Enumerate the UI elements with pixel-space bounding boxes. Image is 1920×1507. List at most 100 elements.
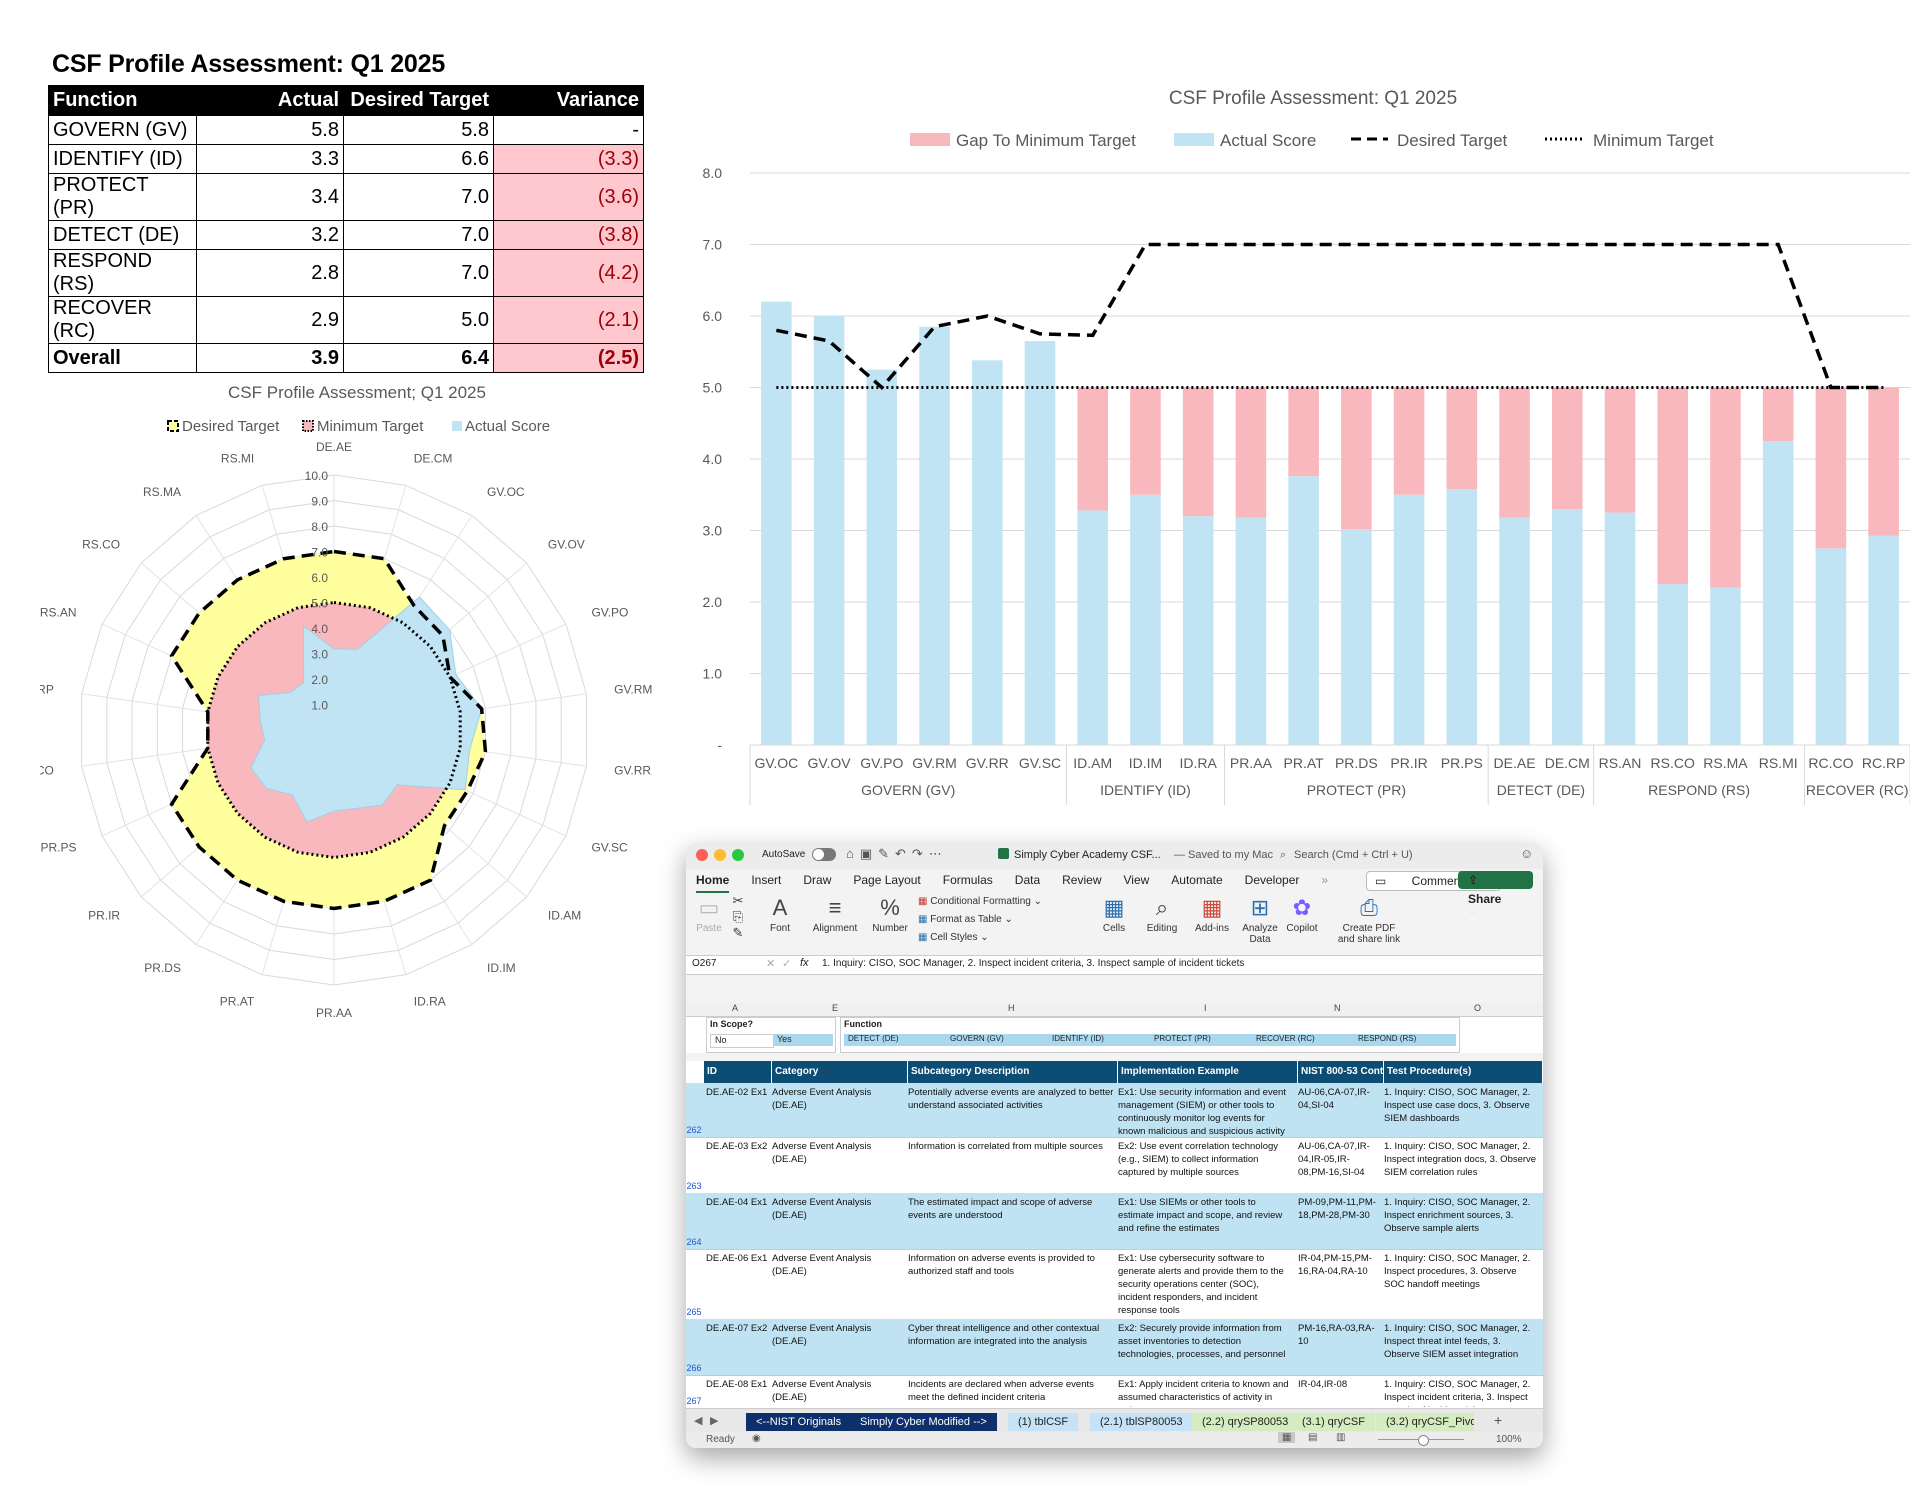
table-cell-desc[interactable]: The estimated impact and scope of advers…	[908, 1197, 1093, 1221]
table-cell-desc[interactable]: Cyber threat intelligence and other cont…	[908, 1323, 1100, 1347]
tab-view[interactable]: View	[1123, 873, 1150, 887]
table-cell-nist[interactable]: AU-06,CA-07,IR-04,IR-05,IR-08,PM-16,SI-0…	[1298, 1141, 1370, 1178]
normal-view-icon[interactable]: ▦	[1278, 1432, 1296, 1443]
table-cell-id[interactable]: DE.AE-04 Ex1	[706, 1197, 768, 1208]
macro-record-icon[interactable]: ◉	[752, 1433, 761, 1444]
table-cell-desc[interactable]: Information is correlated from multiple …	[908, 1141, 1103, 1152]
zoom-window-button[interactable]	[732, 849, 744, 861]
slicer-item-yes[interactable]: Yes	[773, 1034, 833, 1046]
page-break-view-icon[interactable]: ▥	[1336, 1432, 1346, 1443]
col-header-subcategory[interactable]: Subcategory Description	[908, 1061, 1118, 1083]
sheet-tab[interactable]: (3.1) qryCSF	[1292, 1413, 1375, 1431]
column-letter[interactable]: O	[1474, 1003, 1482, 1013]
next-sheet-icon[interactable]: ▶	[710, 1415, 719, 1427]
page-layout-view-icon[interactable]: ▤	[1308, 1432, 1318, 1443]
table-cell-cat[interactable]: Adverse Event Analysis (DE.AE)	[772, 1379, 872, 1403]
table-cell-cat[interactable]: Adverse Event Analysis (DE.AE)	[772, 1323, 872, 1347]
table-cell-test[interactable]: 1. Inquiry: CISO, SOC Manager, 2. Inspec…	[1384, 1087, 1531, 1124]
table-cell-id[interactable]: DE.AE-06 Ex1	[706, 1253, 768, 1264]
table-cell-nist[interactable]: AU-06,CA-07,IR-04,SI-04	[1298, 1087, 1370, 1111]
copilot-button[interactable]: ✿ Copilot	[1282, 893, 1322, 934]
table-cell-nist[interactable]: PM-16,RA-03,RA-10	[1298, 1323, 1375, 1347]
table-cell-desc[interactable]: Incidents are declared when adverse even…	[908, 1379, 1094, 1403]
cell-styles-button[interactable]: ▦ Cell Styles ⌄	[918, 932, 989, 943]
slicer-item[interactable]: DETECT (DE)	[844, 1034, 946, 1046]
table-cell-cat[interactable]: Adverse Event Analysis (DE.AE)	[772, 1197, 872, 1221]
sheet-tab[interactable]: (2.2) qrySP80053	[1192, 1413, 1299, 1431]
table-row[interactable]: 267 DE.AE-08 Ex1 Adverse Event Analysis (D…	[686, 1375, 1543, 1408]
table-cell-desc[interactable]: Information on adverse events is provide…	[908, 1253, 1095, 1277]
table-cell-id[interactable]: DE.AE-03 Ex2	[706, 1141, 768, 1152]
formula-enter-icon[interactable]: ✓	[782, 958, 792, 970]
sheet-tab[interactable]: (2.1) tblSP80053	[1090, 1413, 1193, 1431]
close-window-button[interactable]	[696, 849, 708, 861]
tab-review[interactable]: Review	[1062, 873, 1102, 887]
font-button[interactable]: A Font	[758, 893, 802, 934]
alignment-button[interactable]: ≡ Alignment	[808, 893, 862, 934]
share-button[interactable]: ⇪ Share ⌄	[1458, 871, 1534, 924]
table-cell-cat[interactable]: Adverse Event Analysis (DE.AE)	[772, 1087, 872, 1111]
analyze-data-button[interactable]: ⊞ Analyze Data	[1240, 893, 1280, 945]
table-cell-impl[interactable]: Ex1: Use security information and event …	[1118, 1087, 1286, 1136]
slicer-item[interactable]: RESPOND (RS)	[1354, 1034, 1456, 1046]
sheet-tab[interactable]: (1) tblCSF	[1008, 1413, 1079, 1431]
table-cell-nist[interactable]: PM-09,PM-11,PM-18,PM-28,PM-30	[1298, 1197, 1376, 1221]
table-cell-nist[interactable]: IR-04,PM-15,PM-16,RA-04,RA-10	[1298, 1253, 1372, 1277]
formula-cancel-icon[interactable]: ✕	[766, 958, 776, 970]
tab-draw[interactable]: Draw	[803, 873, 832, 887]
table-cell-impl[interactable]: Ex2: Use event correlation technology (e…	[1118, 1141, 1279, 1178]
table-cell-test[interactable]: 1. Inquiry: CISO, SOC Manager, 2. Inspec…	[1384, 1379, 1531, 1407]
col-header-category[interactable]: Category	[772, 1061, 908, 1083]
column-letter[interactable]: A	[732, 1003, 739, 1013]
column-letter[interactable]: E	[832, 1003, 839, 1013]
row-number[interactable]: 266	[686, 1363, 702, 1373]
row-number[interactable]: 263	[686, 1181, 702, 1191]
row-number[interactable]: 267	[686, 1396, 702, 1406]
save-status[interactable]: — Saved to my Mac	[1174, 849, 1274, 861]
function-icon[interactable]: fx	[800, 957, 809, 969]
table-row[interactable]: 263 DE.AE-03 Ex2 Adverse Event Analysis (D…	[686, 1137, 1543, 1194]
search-box[interactable]: Search (Cmd + Ctrl + U)	[1294, 849, 1413, 861]
tab-automate[interactable]: Automate	[1171, 873, 1223, 887]
cells-button[interactable]: ▦ Cells	[1094, 893, 1134, 934]
table-cell-nist[interactable]: IR-04,IR-08	[1298, 1379, 1348, 1390]
table-cell-id[interactable]: DE.AE-02 Ex1	[706, 1087, 768, 1098]
editing-button[interactable]: ⌕ Editing	[1140, 893, 1184, 934]
account-icon[interactable]: ☺	[1520, 846, 1534, 861]
slicer-item[interactable]: PROTECT (PR)	[1150, 1034, 1252, 1046]
more-tabs-icon[interactable]: »	[1321, 873, 1329, 887]
add-sheet-icon[interactable]: +	[1494, 1412, 1503, 1428]
prev-sheet-icon[interactable]: ◀	[694, 1415, 703, 1427]
table-cell-impl[interactable]: Ex1: Use SIEMs or other tools to estimat…	[1118, 1197, 1283, 1234]
addins-button[interactable]: ▦ Add-ins	[1190, 893, 1234, 934]
table-cell-cat[interactable]: Adverse Event Analysis (DE.AE)	[772, 1141, 872, 1165]
table-cell-id[interactable]: DE.AE-07 Ex2	[706, 1323, 768, 1334]
tab-developer[interactable]: Developer	[1244, 873, 1300, 887]
table-row[interactable]: 264 DE.AE-04 Ex1 Adverse Event Analysis (D…	[686, 1193, 1543, 1250]
create-pdf-button[interactable]: ⎙ Create PDF and share link	[1334, 893, 1404, 945]
table-cell-test[interactable]: 1. Inquiry: CISO, SOC Manager, 2. Inspec…	[1384, 1253, 1531, 1290]
table-cell-test[interactable]: 1. Inquiry: CISO, SOC Manager, 2. Inspec…	[1384, 1323, 1531, 1360]
tab-insert[interactable]: Insert	[751, 873, 782, 887]
table-cell-impl[interactable]: Ex1: Use cybersecurity software to gener…	[1118, 1253, 1284, 1316]
paste-button[interactable]: ▭ Paste	[694, 893, 724, 934]
col-header-test[interactable]: Test Procedure(s)	[1384, 1061, 1543, 1083]
quick-access-icons[interactable]: ⌂▣✎↶↷⋯	[846, 846, 948, 861]
row-number[interactable]: 265	[686, 1307, 702, 1317]
table-cell-cat[interactable]: Adverse Event Analysis (DE.AE)	[772, 1253, 872, 1277]
col-header-implementation[interactable]: Implementation Example	[1118, 1061, 1298, 1083]
col-header-id[interactable]: ID	[704, 1061, 772, 1083]
slicer-item-no[interactable]: No	[710, 1034, 774, 1048]
zoom-level[interactable]: 100%	[1496, 1434, 1522, 1445]
table-cell-desc[interactable]: Potentially adverse events are analyzed …	[908, 1087, 1114, 1111]
table-cell-impl[interactable]: Ex1: Apply incident criteria to known an…	[1118, 1379, 1289, 1407]
column-letter[interactable]: H	[1008, 1003, 1015, 1013]
tab-home[interactable]: Home	[696, 873, 730, 893]
clipboard-tools[interactable]: ✂ ⎘ ✎	[732, 893, 744, 940]
autosave-toggle[interactable]	[812, 848, 836, 861]
minimize-window-button[interactable]	[714, 849, 726, 861]
tab-formulas[interactable]: Formulas	[942, 873, 993, 887]
table-cell-impl[interactable]: Ex2: Securely provide information from a…	[1118, 1323, 1286, 1360]
slicer-item[interactable]: GOVERN (GV)	[946, 1034, 1048, 1046]
conditional-formatting-button[interactable]: ▦ Conditional Formatting ⌄	[918, 896, 1043, 907]
